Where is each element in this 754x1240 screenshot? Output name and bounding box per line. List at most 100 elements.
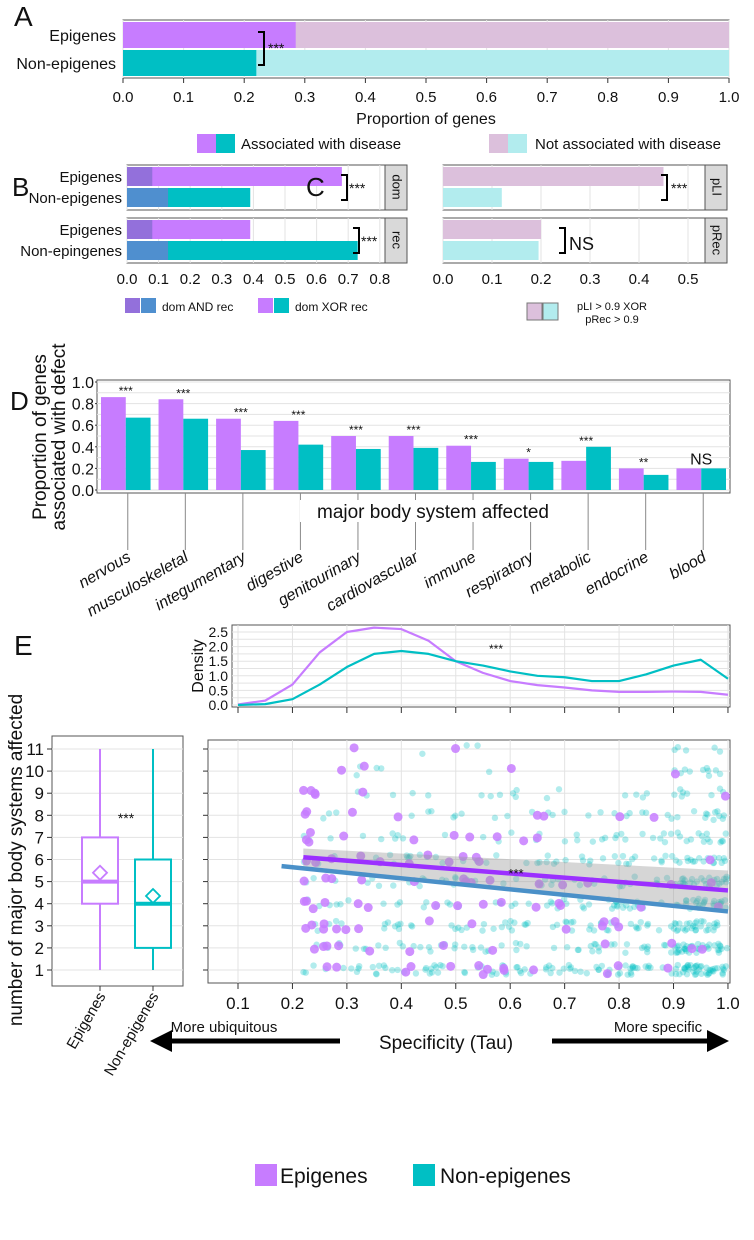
point-non-epigenes: [633, 925, 641, 932]
point-non-epigenes: [699, 901, 706, 908]
point-non-epigenes: [720, 965, 727, 972]
point-non-epigenes: [451, 945, 458, 952]
significance-label: ***: [234, 406, 248, 420]
point-non-epigenes: [340, 964, 347, 972]
point-non-epigenes: [432, 853, 440, 861]
point-non-epigenes: [716, 880, 723, 887]
point-epigenes: [423, 850, 433, 860]
point-non-epigenes: [423, 899, 430, 906]
point-non-epigenes: [707, 967, 714, 974]
point-non-epigenes: [451, 941, 459, 948]
point-epigenes: [478, 899, 488, 909]
point-non-epigenes: [682, 946, 689, 953]
point-non-epigenes: [701, 898, 708, 905]
point-non-epigenes: [583, 970, 590, 977]
point-non-epigenes: [425, 792, 432, 799]
point-non-epigenes: [589, 838, 597, 845]
point-non-epigenes: [597, 809, 604, 816]
y-category-label: Epigenes: [49, 28, 116, 45]
y-tick-label: 2.5: [209, 624, 229, 640]
point-non-epigenes: [364, 879, 371, 886]
legend-swatch: [125, 298, 140, 313]
point-non-epigenes: [716, 942, 724, 949]
point-non-epigenes: [662, 852, 669, 860]
point-non-epigenes: [513, 964, 520, 971]
point-epigenes: [341, 925, 351, 935]
legend-label: pLI > 0.9 XOR: [577, 301, 647, 313]
point-non-epigenes: [629, 963, 637, 970]
significance-bracket: [341, 174, 348, 201]
point-non-epigenes: [505, 923, 513, 930]
bar-epigenes: [561, 460, 587, 490]
point-non-epigenes: [585, 812, 592, 819]
point-non-epigenes: [633, 791, 640, 798]
y-tick-label: 0.5: [209, 682, 229, 698]
point-non-epigenes: [452, 873, 459, 881]
point-non-epigenes: [395, 925, 403, 933]
point-non-epigenes: [439, 962, 446, 970]
point-non-epigenes: [690, 896, 697, 904]
point-non-epigenes: [410, 942, 417, 950]
point-non-epigenes: [722, 878, 730, 886]
point-epigenes: [409, 835, 419, 845]
x-tick-label: 0.4: [243, 271, 264, 288]
point-non-epigenes: [703, 970, 710, 977]
point-non-epigenes: [567, 964, 575, 971]
point-non-epigenes: [611, 853, 619, 860]
point-non-epigenes: [389, 830, 396, 837]
point-non-epigenes: [700, 838, 708, 845]
point-non-epigenes: [483, 859, 490, 866]
arrow-right-icon: [707, 1030, 729, 1052]
significance-label: ***: [579, 434, 593, 448]
point-non-epigenes: [386, 851, 394, 859]
point-non-epigenes: [700, 918, 707, 925]
point-non-epigenes: [553, 858, 560, 865]
point-non-epigenes: [642, 963, 649, 970]
point-non-epigenes: [508, 927, 516, 934]
significance-label: **: [639, 455, 649, 469]
point-non-epigenes: [688, 925, 695, 932]
point-non-epigenes: [613, 902, 621, 909]
x-tick-label: 1.0: [716, 994, 740, 1013]
point-non-epigenes: [716, 946, 723, 954]
facet-strip-label: pLI: [710, 178, 725, 196]
point-non-epigenes: [692, 926, 700, 934]
point-non-epigenes: [681, 945, 688, 952]
y-tick-label: 8: [35, 806, 44, 825]
x-tick-label: 0.1: [148, 271, 169, 288]
point-non-epigenes: [345, 897, 352, 904]
point-epigenes: [561, 924, 571, 934]
point-non-epigenes: [416, 851, 424, 858]
point-non-epigenes: [703, 964, 710, 971]
point-non-epigenes: [676, 920, 683, 927]
point-non-epigenes: [525, 900, 532, 907]
point-non-epigenes: [676, 786, 684, 793]
y-category-label: Epigenes: [59, 222, 122, 239]
point-non-epigenes: [714, 965, 721, 972]
x-axis-label: Specificity (Tau): [379, 1033, 513, 1054]
point-non-epigenes: [691, 923, 699, 930]
point-non-epigenes: [616, 970, 624, 977]
point-non-epigenes: [587, 922, 594, 929]
point-non-epigenes: [502, 919, 509, 926]
point-non-epigenes: [667, 949, 675, 956]
point-non-epigenes: [683, 971, 691, 978]
point-non-epigenes: [608, 905, 616, 912]
point-epigenes: [305, 827, 315, 837]
point-non-epigenes: [718, 859, 725, 867]
y-tick-label: 1.5: [209, 653, 229, 669]
point-non-epigenes: [619, 852, 627, 860]
point-non-epigenes: [626, 809, 633, 817]
point-non-epigenes: [698, 874, 705, 882]
point-non-epigenes: [500, 880, 507, 887]
point-non-epigenes: [667, 923, 675, 930]
point-epigenes: [359, 761, 369, 771]
point-non-epigenes: [660, 830, 668, 837]
point-non-epigenes: [508, 902, 515, 910]
point-non-epigenes: [543, 902, 551, 909]
point-non-epigenes: [683, 925, 691, 933]
point-non-epigenes: [405, 854, 413, 861]
point-non-epigenes: [629, 964, 636, 972]
point-non-epigenes: [458, 926, 465, 934]
x-tick-label: 0.2: [180, 271, 201, 288]
